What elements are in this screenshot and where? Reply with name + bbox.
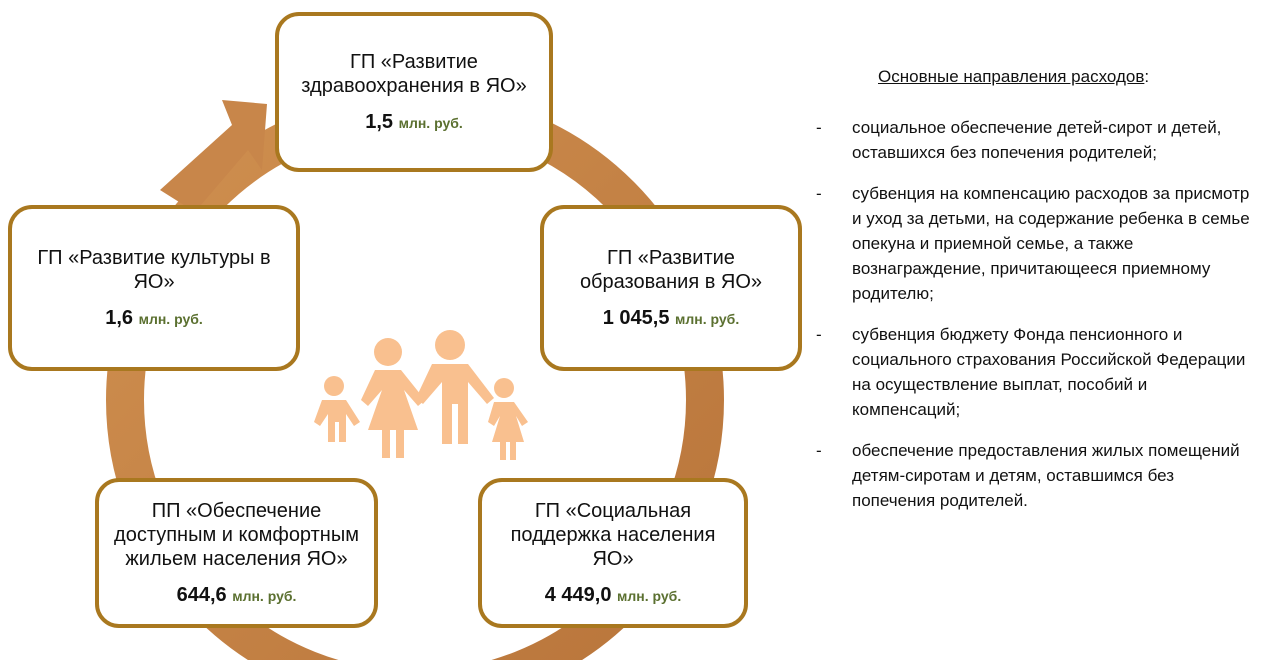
item-text: обеспечение предоставления жилых помещен…	[852, 441, 1240, 510]
list-item: - субвенция бюджету Фонда пенсионного и с…	[816, 322, 1256, 422]
item-text: субвенция на компенсацию расходов за при…	[852, 184, 1250, 303]
node-amount: 644,6 млн. руб.	[177, 583, 297, 608]
family-icon	[314, 330, 528, 460]
amount-unit: млн. руб.	[675, 310, 740, 327]
node-amount: 1 045,5 млн. руб.	[603, 306, 739, 331]
list-item: - субвенция на компенсацию расходов за пр…	[816, 181, 1256, 306]
node-box: ПП «Обеспечение доступным и комфортным ж…	[95, 478, 378, 628]
amount-unit: млн. руб.	[398, 114, 463, 131]
panel-heading: Основные направления расходов:	[878, 64, 1256, 89]
node-box: ГП «Развитие здравоохранения в ЯО» 1,5 мл…	[275, 12, 553, 172]
amount-value: 1,6	[105, 306, 134, 329]
items: - социальное обеспечение детей-сирот и де…	[816, 115, 1256, 513]
list-item: - социальное обеспечение детей-сирот и де…	[816, 115, 1256, 165]
node-amount: 1,6 млн. руб.	[105, 306, 203, 331]
item-text: социальное обеспечение детей-сирот и дет…	[852, 118, 1222, 162]
arrow-head	[160, 100, 267, 212]
amount-value: 1 045,5	[602, 306, 670, 329]
node-box: ГП «Социальная поддержка населения ЯО» 4 …	[478, 478, 748, 628]
amount-unit: млн. руб.	[617, 587, 682, 604]
heading-suffix: :	[1144, 67, 1150, 86]
node-label: ПП «Обеспечение доступным и комфортным ж…	[114, 499, 359, 570]
node-label: ГП «Развитие здравоохранения в ЯО»	[301, 50, 527, 97]
list-item: - обеспечение предоставления жилых помеще…	[816, 438, 1256, 513]
node-amount: 4 449,0 млн. руб.	[545, 583, 681, 608]
panel: Основные направления расходов: - социальн…	[816, 64, 1256, 529]
node-box: ГП «Развитие культуры в ЯО» 1,6 млн. руб.	[8, 205, 300, 371]
amount-value: 644,6	[176, 583, 227, 606]
node-label: ГП «Социальная поддержка населения ЯО»	[510, 499, 716, 570]
amount-value: 1,5	[365, 110, 394, 133]
bullet: -	[816, 184, 822, 203]
bullet: -	[816, 325, 822, 344]
node-amount: 1,5 млн. руб.	[365, 110, 463, 135]
heading-text: Основные направления расходов	[878, 67, 1145, 86]
node-label: ГП «Развитие образования в ЯО»	[579, 246, 763, 293]
node-box: ГП «Развитие образования в ЯО» 1 045,5 мл…	[540, 205, 802, 371]
amount-unit: млн. руб.	[232, 587, 297, 604]
amount-value: 4 449,0	[544, 583, 612, 606]
bullet: -	[816, 118, 822, 137]
node-label: ГП «Развитие культуры в ЯО»	[37, 246, 271, 293]
item-text: субвенция бюджету Фонда пенсионного и со…	[852, 325, 1246, 419]
amount-unit: млн. руб.	[138, 310, 203, 327]
bullet: -	[816, 441, 822, 460]
